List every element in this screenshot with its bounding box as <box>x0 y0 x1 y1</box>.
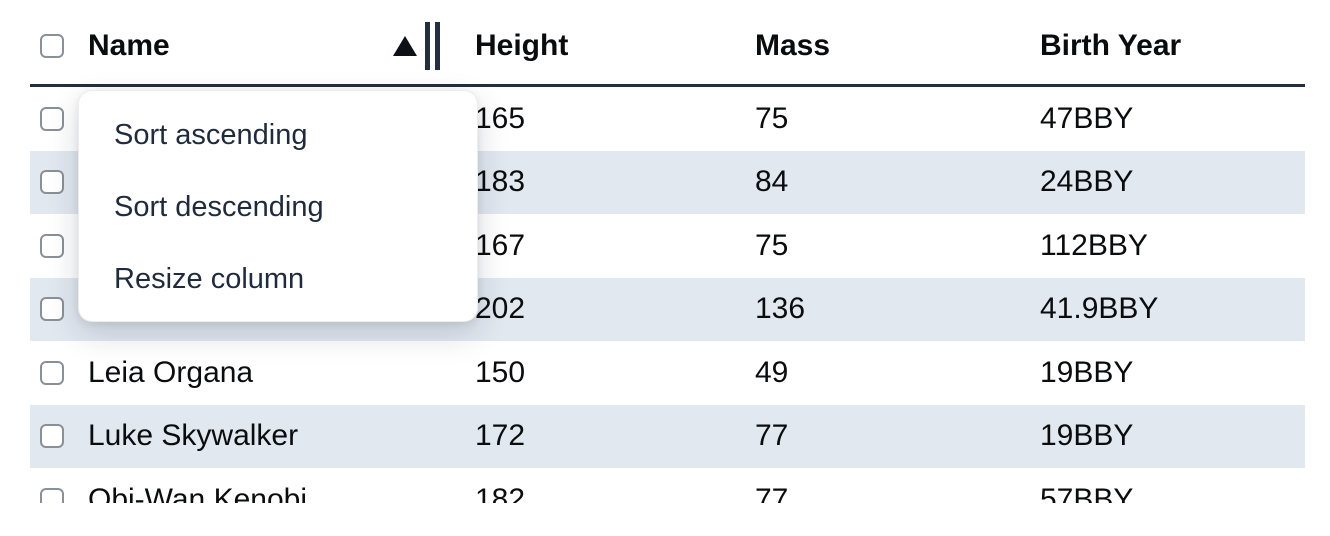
table-row: Leia Organa 150 49 19BBY <box>30 341 1305 405</box>
cell-name: Luke Skywalker <box>88 419 299 453</box>
cell-height: 182 <box>475 482 526 503</box>
column-header-height[interactable]: Height <box>475 8 755 84</box>
cell-birth-year: 57BBY <box>1040 482 1134 503</box>
cell-height: 172 <box>475 419 526 453</box>
cell-mass: 77 <box>755 482 789 503</box>
cell-mass: 77 <box>755 419 789 453</box>
cell-height: 183 <box>475 165 526 199</box>
cell-birth-year: 112BBY <box>1040 228 1148 262</box>
cell-birth-year: 19BBY <box>1040 355 1134 389</box>
table-row: Obi-Wan Kenobi 182 77 57BBY <box>30 468 1305 503</box>
column-context-menu: Sort ascending Sort descending Resize co… <box>78 90 478 322</box>
row-checkbox[interactable] <box>40 424 64 449</box>
column-header-name-label: Name <box>88 29 170 62</box>
cell-height: 202 <box>475 292 526 326</box>
column-header-name[interactable]: Name <box>88 8 475 84</box>
cell-birth-year: 19BBY <box>1040 419 1134 453</box>
cell-mass: 75 <box>755 101 789 135</box>
cell-birth-year: 47BBY <box>1040 101 1134 135</box>
column-header-mass-label: Mass <box>755 29 831 62</box>
cell-birth-year: 24BBY <box>1040 165 1134 199</box>
select-all-checkbox[interactable] <box>40 34 64 58</box>
row-checkbox[interactable] <box>40 233 64 258</box>
menu-item-sort-descending[interactable]: Sort descending <box>114 190 324 223</box>
cell-height: 150 <box>475 355 526 389</box>
column-resize-handle[interactable] <box>425 22 440 70</box>
column-header-mass[interactable]: Mass <box>755 8 1040 84</box>
header-cell-select-all <box>30 8 88 84</box>
menu-item-resize-column[interactable]: Resize column <box>114 262 305 295</box>
cell-name: Obi-Wan Kenobi <box>88 482 307 503</box>
cell-mass: 84 <box>755 165 789 199</box>
resize-grip-bar <box>425 22 430 70</box>
row-checkbox[interactable] <box>40 360 64 385</box>
row-checkbox[interactable] <box>40 106 64 131</box>
column-header-birth-year-label: Birth Year <box>1040 29 1182 62</box>
cell-mass: 49 <box>755 355 789 389</box>
cell-name: Leia Organa <box>88 355 254 389</box>
table-row: 165 75 47BBY <box>30 87 1305 151</box>
column-header-birth-year[interactable]: Birth Year <box>1040 8 1305 84</box>
table-header-row: Name Height Mass Birth Year <box>30 0 1305 87</box>
row-checkbox[interactable] <box>40 487 64 503</box>
cell-birth-year: 41.9BBY <box>1040 292 1159 326</box>
row-checkbox[interactable] <box>40 170 64 195</box>
row-checkbox[interactable] <box>40 297 64 322</box>
cell-mass: 136 <box>755 292 806 326</box>
sort-ascending-icon <box>393 36 417 56</box>
table-row: Luke Skywalker 172 77 19BBY <box>30 404 1305 468</box>
menu-item-sort-ascending[interactable]: Sort ascending <box>114 118 308 151</box>
cell-height: 167 <box>475 228 526 262</box>
column-header-height-label: Height <box>475 29 569 62</box>
table-row: 167 75 112BBY <box>30 214 1305 278</box>
resize-grip-bar <box>435 22 440 70</box>
cell-height: 165 <box>475 101 526 135</box>
cell-mass: 75 <box>755 228 789 262</box>
